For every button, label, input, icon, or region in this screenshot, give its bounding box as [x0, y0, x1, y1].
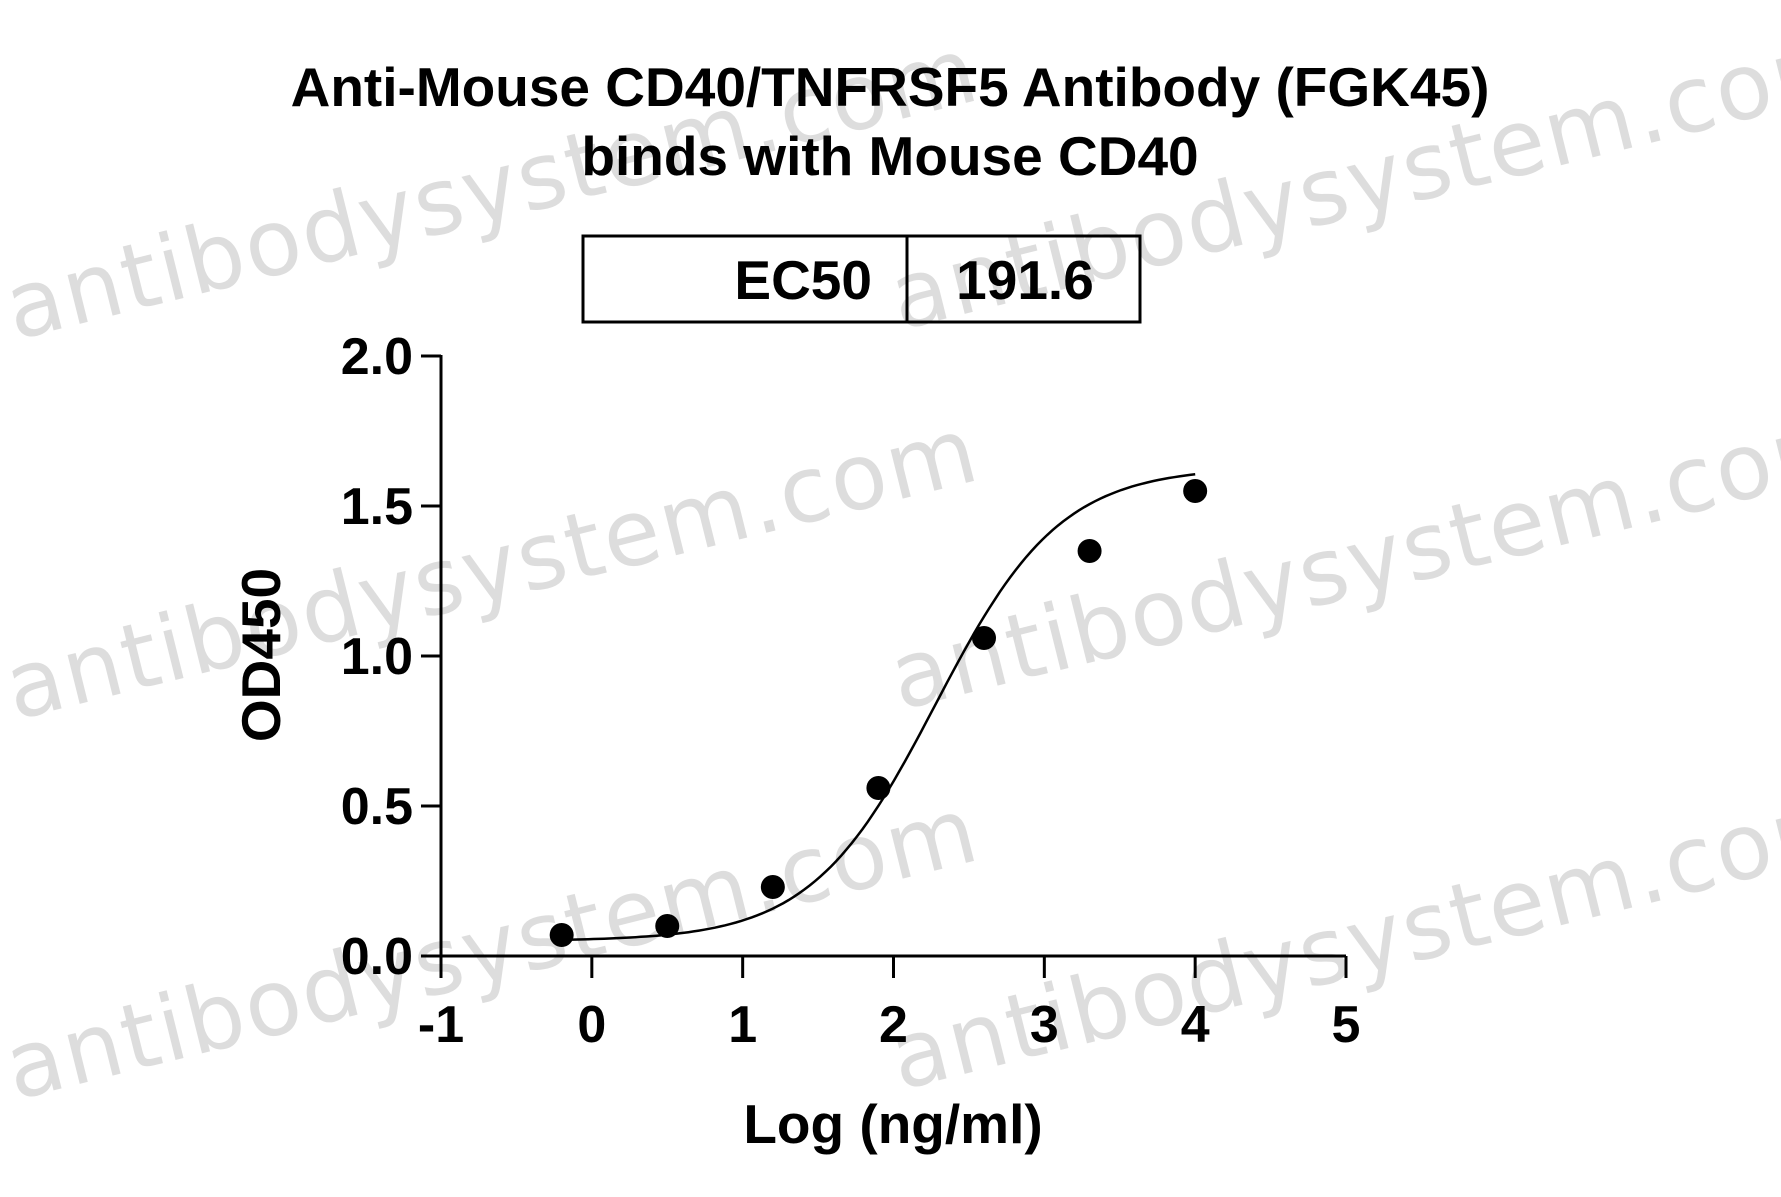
watermark: antibodysystem.com — [879, 386, 1781, 731]
x-axis-label: Log (ng/ml) — [743, 1093, 1042, 1155]
y-tick-label: 0.5 — [341, 778, 413, 836]
chart-title-line-2: binds with Mouse CD40 — [581, 125, 1198, 187]
data-point — [1077, 539, 1102, 563]
y-axis-label: OD450 — [230, 568, 292, 742]
x-tick-label: 3 — [1030, 996, 1059, 1054]
watermark: antibodysystem.com — [0, 396, 989, 741]
y-ticks: 0.0 0.5 1.0 1.5 2.0 — [341, 328, 441, 986]
x-tick-label: 4 — [1181, 996, 1210, 1054]
data-point — [1183, 479, 1208, 503]
ec50-label: EC50 — [734, 249, 872, 311]
x-tick-label: -1 — [418, 996, 464, 1054]
chart-title-line-1: Anti-Mouse CD40/TNFRSF5 Antibody (FGK45) — [291, 56, 1490, 118]
data-points — [549, 479, 1208, 947]
ec50-table-border — [581, 234, 1142, 324]
x-tick-label: 2 — [879, 996, 908, 1054]
y-tick-label: 1.0 — [341, 628, 413, 686]
y-tick-label: 0.0 — [341, 928, 413, 986]
x-tick-label: 0 — [577, 996, 606, 1054]
x-tick-label: 1 — [728, 996, 757, 1054]
data-point — [760, 875, 785, 899]
x-ticks: -1 0 1 2 3 4 5 — [418, 956, 1361, 1054]
watermark: antibodysystem.com — [879, 766, 1781, 1111]
data-point — [972, 626, 996, 650]
x-tick-label: 5 — [1332, 996, 1361, 1054]
data-point — [655, 914, 680, 938]
ec50-value: 191.6 — [956, 249, 1094, 311]
ec50-table: EC50 191.6 — [581, 234, 1142, 324]
data-point — [549, 923, 574, 947]
watermark: antibodysystem.com — [0, 776, 989, 1121]
data-point — [866, 776, 891, 800]
y-tick-label: 2.0 — [341, 328, 413, 386]
y-tick-label: 1.5 — [341, 478, 413, 536]
